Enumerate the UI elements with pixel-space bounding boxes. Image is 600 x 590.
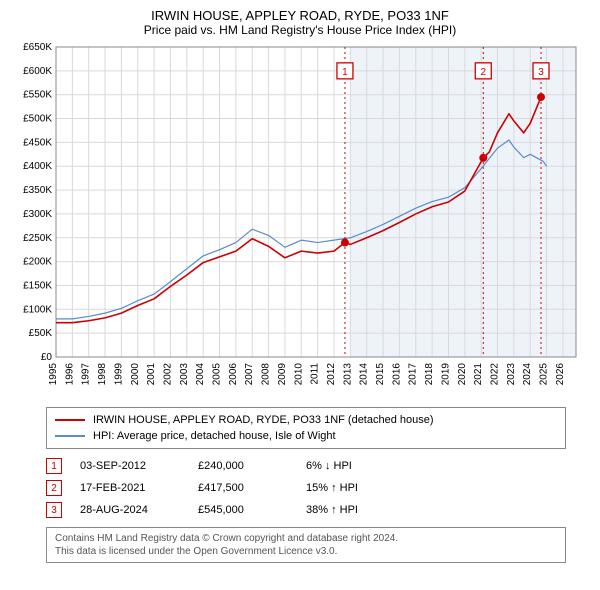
svg-text:2013: 2013 (342, 363, 353, 386)
chart-title: IRWIN HOUSE, APPLEY ROAD, RYDE, PO33 1NF (10, 8, 590, 23)
svg-text:1997: 1997 (81, 363, 92, 386)
svg-text:2002: 2002 (162, 363, 173, 386)
legend: IRWIN HOUSE, APPLEY ROAD, RYDE, PO33 1NF… (46, 407, 566, 449)
sales-row: 2 17-FEB-2021 £417,500 15% ↑ HPI (46, 477, 566, 499)
sales-table: 1 03-SEP-2012 £240,000 6% ↓ HPI 2 17-FEB-2021… (46, 455, 566, 521)
legend-row: HPI: Average price, detached house, Isle… (55, 428, 557, 444)
svg-text:£450K: £450K (23, 137, 52, 148)
svg-text:2016: 2016 (391, 363, 402, 386)
svg-text:3: 3 (538, 67, 544, 78)
svg-text:£600K: £600K (23, 66, 52, 77)
svg-text:2001: 2001 (146, 363, 157, 386)
svg-text:1995: 1995 (48, 363, 59, 386)
legend-label: IRWIN HOUSE, APPLEY ROAD, RYDE, PO33 1NF… (93, 414, 434, 426)
legend-swatch (55, 435, 85, 436)
svg-text:2012: 2012 (326, 363, 337, 386)
legend-swatch (55, 419, 85, 421)
svg-text:2015: 2015 (375, 363, 386, 386)
svg-text:£300K: £300K (23, 209, 52, 220)
sales-date: 28-AUG-2024 (80, 504, 180, 516)
chart-subtitle: Price paid vs. HM Land Registry's House … (10, 23, 590, 37)
footer-line1: Contains HM Land Registry data © Crown c… (55, 532, 557, 545)
svg-text:2: 2 (481, 67, 487, 78)
svg-text:2022: 2022 (490, 363, 501, 386)
svg-text:2020: 2020 (457, 363, 468, 386)
svg-text:2000: 2000 (130, 363, 141, 386)
svg-text:2011: 2011 (310, 363, 321, 385)
svg-text:£250K: £250K (23, 233, 52, 244)
sales-price: £545,000 (198, 504, 288, 516)
svg-text:£150K: £150K (23, 280, 52, 291)
svg-text:2025: 2025 (539, 363, 550, 386)
svg-text:2017: 2017 (408, 363, 419, 386)
sales-pct: 38% ↑ HPI (306, 504, 416, 516)
sales-badge: 1 (46, 458, 62, 474)
sales-price: £240,000 (198, 460, 288, 472)
sales-pct: 6% ↓ HPI (306, 460, 416, 472)
svg-text:2018: 2018 (424, 363, 435, 386)
svg-text:2004: 2004 (195, 363, 206, 386)
svg-text:£400K: £400K (23, 161, 52, 172)
svg-text:2006: 2006 (228, 363, 239, 386)
svg-text:2005: 2005 (212, 363, 223, 386)
svg-text:2021: 2021 (473, 363, 484, 386)
legend-label: HPI: Average price, detached house, Isle… (93, 430, 336, 442)
chart-svg: £0 £50K £100K £150K £200K £250K £300K £350K £400… (10, 41, 590, 401)
sales-date: 03-SEP-2012 (80, 460, 180, 472)
svg-text:£50K: £50K (29, 328, 53, 339)
svg-text:2003: 2003 (179, 363, 190, 386)
svg-text:1996: 1996 (64, 363, 75, 386)
svg-text:£500K: £500K (23, 114, 52, 125)
svg-text:2009: 2009 (277, 363, 288, 386)
sales-row: 1 03-SEP-2012 £240,000 6% ↓ HPI (46, 455, 566, 477)
chart: £0 £50K £100K £150K £200K £250K £300K £350K £400… (10, 41, 590, 401)
sales-date: 17-FEB-2021 (80, 482, 180, 494)
svg-text:2010: 2010 (293, 363, 304, 386)
svg-text:2014: 2014 (359, 363, 370, 386)
svg-text:£650K: £650K (23, 42, 52, 53)
svg-text:2023: 2023 (506, 363, 517, 386)
svg-text:£200K: £200K (23, 257, 52, 268)
svg-text:2007: 2007 (244, 363, 255, 386)
svg-text:£0: £0 (41, 352, 53, 363)
container: IRWIN HOUSE, APPLEY ROAD, RYDE, PO33 1NF… (0, 0, 600, 569)
svg-text:£350K: £350K (23, 185, 52, 196)
legend-row: IRWIN HOUSE, APPLEY ROAD, RYDE, PO33 1NF… (55, 412, 557, 428)
sales-badge: 3 (46, 502, 62, 518)
svg-text:£550K: £550K (23, 90, 52, 101)
sales-pct: 15% ↑ HPI (306, 482, 416, 494)
svg-text:1999: 1999 (113, 363, 124, 386)
sales-price: £417,500 (198, 482, 288, 494)
svg-text:2019: 2019 (440, 363, 451, 386)
svg-text:1: 1 (342, 67, 348, 78)
footer-line2: This data is licensed under the Open Gov… (55, 545, 557, 558)
svg-text:1998: 1998 (97, 363, 108, 386)
sales-badge: 2 (46, 480, 62, 496)
svg-text:£100K: £100K (23, 304, 52, 315)
svg-text:2026: 2026 (555, 363, 566, 386)
svg-text:2024: 2024 (522, 363, 533, 386)
svg-text:2008: 2008 (261, 363, 272, 386)
sales-row: 3 28-AUG-2024 £545,000 38% ↑ HPI (46, 499, 566, 521)
footer: Contains HM Land Registry data © Crown c… (46, 527, 566, 563)
